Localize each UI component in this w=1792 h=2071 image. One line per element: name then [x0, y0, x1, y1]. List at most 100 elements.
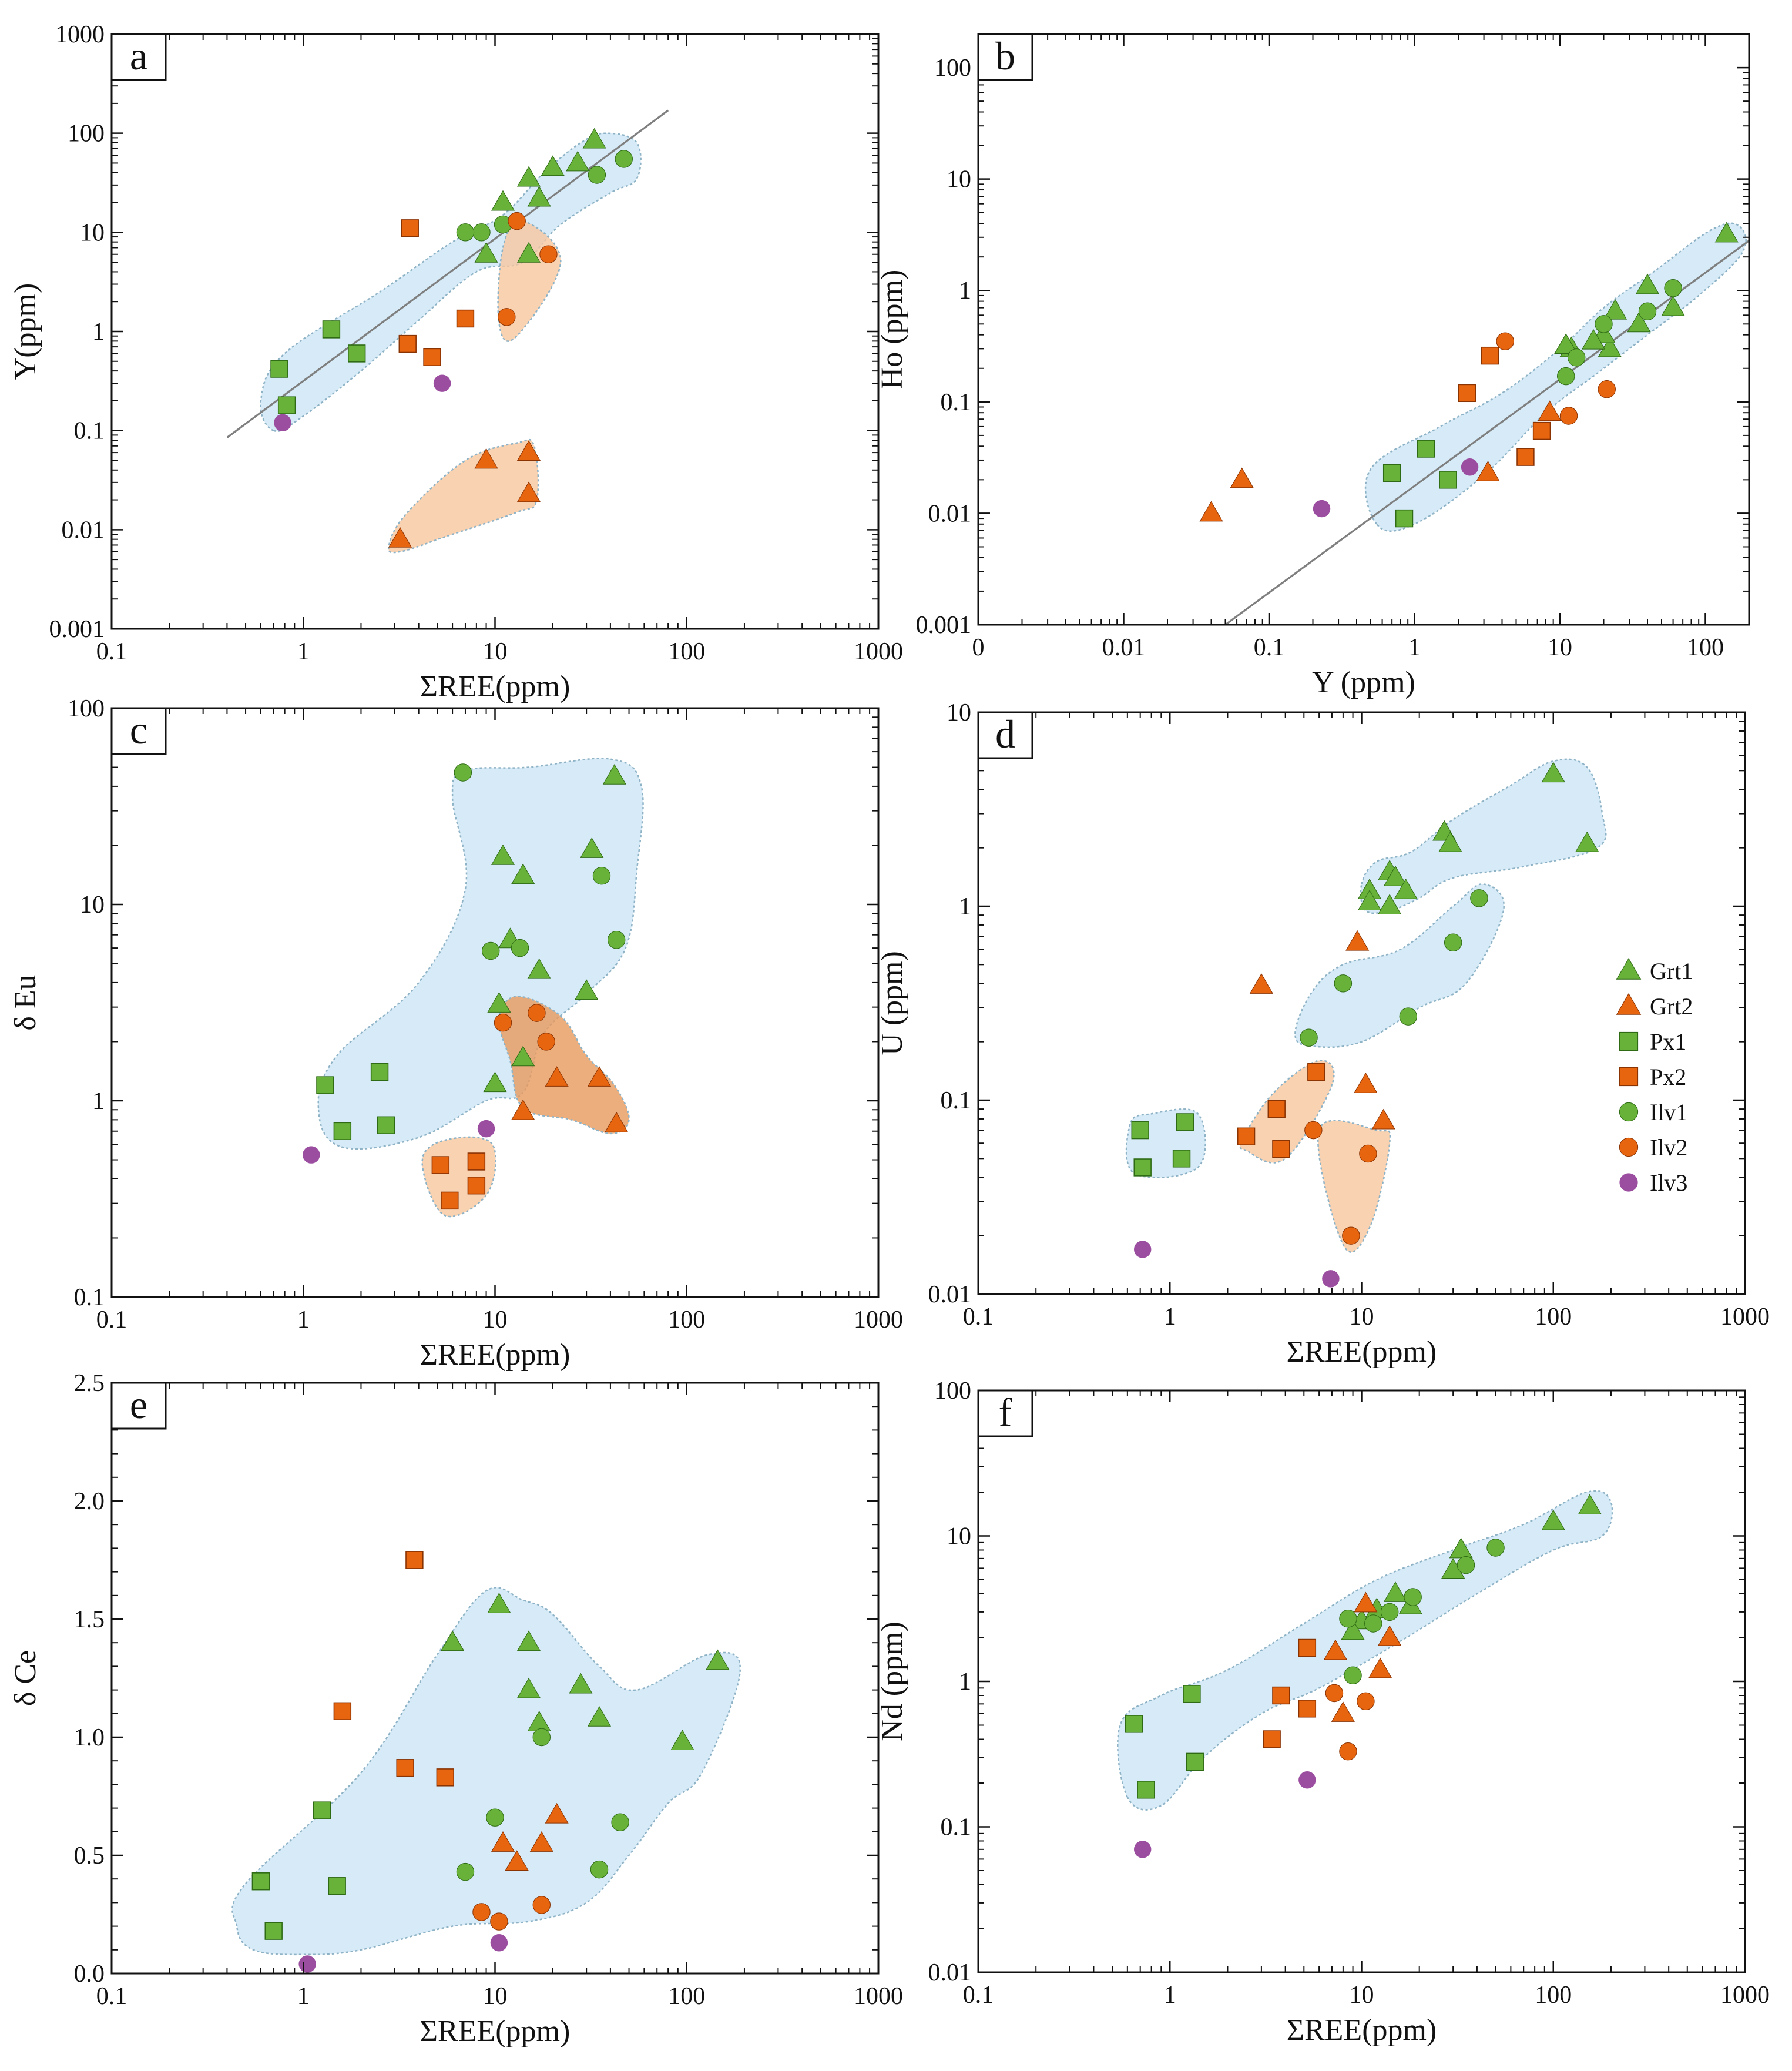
series-f-Px2 — [1263, 1638, 1317, 1748]
point-b-Ilv1-0 — [1664, 279, 1682, 297]
point-a-Grt1-6 — [516, 242, 541, 263]
point-e-Grt1-0 — [487, 1593, 511, 1613]
point-c-Px1-1 — [370, 1063, 389, 1081]
point-a-Ilv3-0 — [433, 374, 451, 392]
point-c-Ilv2-0 — [494, 1013, 512, 1032]
point-f-Ilv1-6 — [1344, 1666, 1362, 1684]
frame-a — [110, 33, 880, 630]
legend-label-Grt2: Grt2 — [1650, 993, 1693, 1020]
xtick-label-a-2: 10 — [483, 638, 508, 665]
ytick-label-c-3: 100 — [68, 695, 105, 722]
legend-marker-Ilv3 — [1619, 1173, 1638, 1192]
point-d-Px2-0 — [1307, 1063, 1325, 1081]
plot-area-c — [303, 758, 644, 1218]
point-f-Px1-0 — [1183, 1685, 1201, 1703]
y-axis-label-b: Ho (ppm) — [875, 270, 909, 390]
point-b-Ilv3-1 — [1313, 500, 1331, 518]
legend-marker-Ilv2 — [1619, 1137, 1639, 1157]
point-a-Ilv1-1 — [588, 166, 606, 184]
panel-letter-d: d — [995, 712, 1015, 756]
series-d-Ilv3 — [1133, 1241, 1340, 1288]
point-c-Ilv3-0 — [303, 1146, 320, 1164]
panel-letter-box-c — [110, 707, 167, 755]
ytick-label-f-1: 0.1 — [941, 1814, 972, 1841]
point-b-Px2-3 — [1516, 448, 1535, 466]
field-d-3 — [1239, 1060, 1335, 1164]
xtick-label-e-3: 100 — [668, 1983, 705, 2010]
point-e-Ilv2-0 — [472, 1903, 491, 1921]
point-b-Ilv1-3 — [1567, 348, 1586, 367]
point-a-Ilv2-1 — [539, 245, 558, 263]
point-b-Px1-3 — [1395, 509, 1414, 528]
panel-e: 0.1 1 10 100 1000 0.0 0.5 1.0 1.5 2.0 2.5 ΣREE(ppm)… — [9, 1370, 903, 2048]
point-c-Grt2-0 — [545, 1066, 569, 1087]
xtick-label-b-2: 0.1 — [1254, 634, 1285, 661]
legend-marker-Grt1 — [1616, 957, 1642, 980]
point-b-Grt2-2 — [1538, 400, 1562, 421]
xtick-label-c-4: 1000 — [854, 1306, 903, 1333]
series-e-Px1 — [251, 1801, 346, 1940]
legend-label-Px2: Px2 — [1650, 1064, 1686, 1090]
ytick-label-e-4: 2.0 — [74, 1488, 105, 1515]
ytick-label-c-2: 10 — [80, 892, 105, 919]
series-f-Px1 — [1125, 1685, 1204, 1799]
field-a-2 — [388, 438, 539, 554]
xtick-label-c-2: 10 — [483, 1306, 508, 1333]
plot-area-b — [1199, 222, 1749, 625]
xtick-label-e-1: 1 — [297, 1983, 310, 2010]
point-d-Px2-3 — [1272, 1140, 1290, 1158]
point-a-Px1-2 — [322, 320, 341, 339]
series-d-Px1 — [1131, 1113, 1194, 1177]
point-d-Grt1-7 — [1394, 879, 1418, 899]
point-b-Px2-1 — [1458, 384, 1476, 403]
legend-marker-Px1 — [1619, 1031, 1639, 1051]
point-e-Grt2-0 — [545, 1802, 569, 1824]
point-d-Px1-3 — [1172, 1150, 1191, 1168]
plot-area-a — [226, 109, 669, 554]
ytick-label-e-5: 2.5 — [74, 1370, 105, 1397]
panel-a: 0.1 1 10 100 1000 0.001 0.01 0.1 1 10 100 1000 ΣREE(… — [9, 21, 903, 703]
ytick-label-f-2: 1 — [959, 1668, 971, 1695]
xtick-label-f-0: 0.1 — [963, 1982, 994, 2009]
regression-line-a — [226, 109, 669, 438]
x-axis-label-b: Y (ppm) — [1312, 666, 1415, 699]
ytick-label-c-1: 1 — [92, 1088, 105, 1115]
series-a-Px1 — [270, 320, 366, 414]
legend-label-Ilv1: Ilv1 — [1650, 1099, 1687, 1125]
ytick-label-b-2: 0.1 — [941, 389, 972, 416]
point-a-Px2-2 — [398, 334, 417, 353]
series-b-Ilv2 — [1496, 332, 1616, 425]
ytick-label-f-3: 10 — [947, 1523, 971, 1550]
point-b-Ilv3-0 — [1461, 458, 1479, 476]
field-d-0 — [1360, 758, 1607, 914]
ytick-label-e-3: 1.5 — [74, 1606, 105, 1633]
field-d-1 — [1294, 883, 1505, 1048]
ytick-label-a-1: 0.01 — [62, 517, 105, 544]
point-e-Px1-1 — [251, 1872, 270, 1891]
point-f-Ilv2-2 — [1339, 1742, 1357, 1761]
series-a-Px2 — [398, 219, 475, 366]
point-c-Ilv1-2 — [482, 941, 500, 960]
series-d-Ilv1 — [1300, 889, 1488, 1047]
y-axis-label-a: Y(ppm) — [9, 283, 42, 380]
xtick-label-b-5: 100 — [1687, 634, 1724, 661]
xtick-label-b-3: 1 — [1408, 634, 1421, 661]
point-a-Grt2-0 — [516, 440, 541, 461]
legend-marker-Grt2 — [1616, 993, 1642, 1015]
point-c-Grt2-2 — [511, 1099, 535, 1120]
xtick-label-d-3: 100 — [1535, 1303, 1572, 1331]
point-a-Px2-0 — [401, 219, 419, 237]
field-c-2 — [498, 996, 630, 1135]
point-d-Grt2-1 — [1249, 973, 1273, 994]
point-b-Grt1-1 — [1661, 295, 1685, 316]
point-e-Ilv2-1 — [532, 1896, 551, 1914]
point-c-Grt1-5 — [527, 958, 551, 979]
point-e-Px1-2 — [328, 1877, 346, 1895]
point-d-Px1-1 — [1176, 1113, 1194, 1131]
point-f-Px2-3 — [1263, 1730, 1281, 1748]
point-b-Px1-1 — [1382, 464, 1401, 482]
series-a-Ilv2 — [498, 212, 558, 326]
point-e-Px2-1 — [333, 1702, 352, 1720]
point-c-Ilv1-3 — [511, 939, 529, 957]
point-b-Grt1-7 — [1581, 329, 1606, 350]
